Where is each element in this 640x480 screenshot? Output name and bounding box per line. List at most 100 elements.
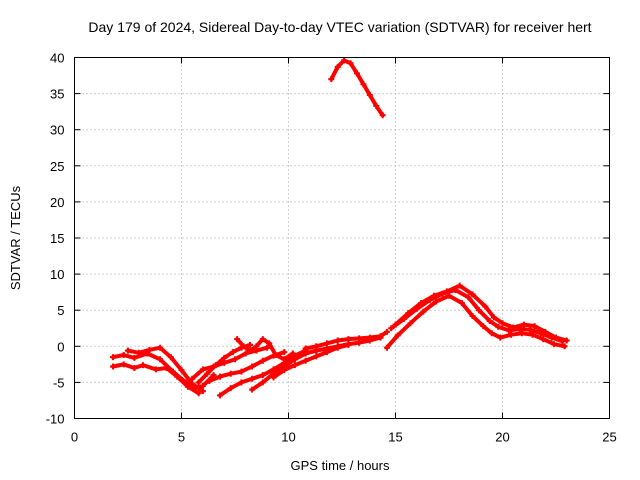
data-series <box>110 57 570 399</box>
data-point <box>178 367 185 374</box>
data-point <box>302 357 309 364</box>
y-tick-label: 0 <box>57 339 64 354</box>
data-point <box>227 370 234 377</box>
x-tick-label: 10 <box>281 430 295 445</box>
grid <box>74 57 610 419</box>
data-point <box>259 379 266 386</box>
data-point <box>131 354 138 361</box>
data-point <box>135 349 142 356</box>
data-point <box>249 386 256 393</box>
x-tick-label: 0 <box>71 430 78 445</box>
data-point <box>259 357 266 364</box>
data-point <box>232 356 238 363</box>
x-tick-label: 5 <box>178 430 185 445</box>
data-point <box>272 351 279 358</box>
data-point <box>527 326 534 333</box>
data-point <box>281 367 288 374</box>
data-point <box>531 323 538 330</box>
data-point <box>324 345 331 352</box>
data-point <box>334 63 341 70</box>
data-point <box>431 292 438 299</box>
data-point <box>253 343 260 350</box>
data-point <box>486 318 493 325</box>
data-point <box>229 349 236 356</box>
data-point <box>480 323 487 330</box>
y-tick-label: 40 <box>50 51 64 66</box>
data-point <box>204 370 211 377</box>
y-tick-label: 30 <box>50 123 64 138</box>
data-point <box>490 314 497 321</box>
data-point <box>508 331 515 338</box>
data-point <box>505 327 512 334</box>
data-point <box>540 336 547 343</box>
data-point <box>302 345 309 352</box>
data-point <box>246 341 253 348</box>
y-tick-label: 10 <box>50 267 64 282</box>
y-tick-label: -10 <box>46 412 65 427</box>
data-point <box>139 362 146 369</box>
data-point <box>373 102 380 109</box>
series-line-track-15 <box>393 283 569 343</box>
data-point <box>152 366 159 373</box>
y-tick-label: 5 <box>57 303 64 318</box>
data-point <box>482 303 489 310</box>
x-tick-label: 15 <box>388 430 402 445</box>
data-point <box>324 340 331 347</box>
data-point <box>383 344 390 351</box>
data-point <box>345 336 352 343</box>
data-point <box>264 344 271 351</box>
data-point <box>553 334 559 341</box>
data-point <box>217 392 224 399</box>
plot-frame <box>74 57 610 419</box>
data-point <box>360 81 367 88</box>
data-point <box>499 320 506 327</box>
data-point <box>379 112 386 119</box>
series-line-track-14 <box>389 288 565 344</box>
data-point <box>266 340 273 347</box>
series-line-track-13 <box>329 58 385 118</box>
y-tick-label: 35 <box>50 87 64 102</box>
x-tick-label: 20 <box>495 430 509 445</box>
data-point <box>443 288 450 295</box>
data-point <box>563 337 570 344</box>
data-point <box>302 350 309 357</box>
data-point <box>366 334 373 341</box>
data-point <box>242 350 249 357</box>
data-point <box>157 356 164 363</box>
data-point <box>446 292 452 299</box>
data-point <box>394 332 401 339</box>
data-point <box>495 323 502 330</box>
data-point <box>163 364 170 371</box>
data-point <box>353 70 360 77</box>
data-point <box>469 291 476 298</box>
data-point <box>206 377 213 384</box>
data-point <box>313 353 320 360</box>
data-point <box>246 347 253 354</box>
data-point <box>334 343 341 350</box>
data-point <box>334 337 341 344</box>
data-point <box>281 356 288 363</box>
data-point <box>433 298 440 305</box>
data-point <box>146 346 153 353</box>
data-point <box>259 372 266 379</box>
chart-title: Day 179 of 2024, Sidereal Day-to-day VTE… <box>88 19 591 35</box>
data-point <box>366 92 373 99</box>
data-point <box>221 359 228 366</box>
data-point <box>488 330 495 337</box>
data-point <box>542 328 549 335</box>
data-point <box>518 330 525 337</box>
y-tick-label: -5 <box>53 375 65 390</box>
data-point <box>125 347 131 354</box>
data-point <box>291 354 298 361</box>
data-point <box>420 308 427 315</box>
data-point <box>377 333 384 340</box>
data-point <box>199 383 206 390</box>
data-point <box>174 373 181 380</box>
data-point <box>465 294 472 301</box>
data-point <box>167 354 174 361</box>
data-point <box>217 373 224 380</box>
data-point <box>328 76 335 83</box>
x-axis-label: GPS time / hours <box>291 458 390 473</box>
data-point <box>529 331 536 338</box>
